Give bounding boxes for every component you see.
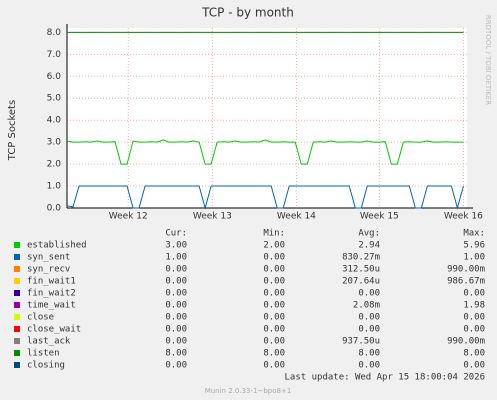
legend-stat: 0.00 — [165, 289, 187, 299]
legend-stat: 0.00 — [263, 289, 285, 299]
legend-stat: 0.00 — [463, 289, 485, 299]
legend-stat: 0.00 — [263, 277, 285, 287]
series-line — [66, 139, 464, 165]
legend-stat: 0.00 — [165, 301, 187, 311]
legend-swatch — [14, 362, 20, 368]
series-line — [66, 185, 464, 210]
legend-stat: 0.00 — [358, 313, 380, 323]
legend-stat: 0.00 — [263, 337, 285, 347]
legend-swatch — [14, 254, 20, 260]
legend-header: Max: — [463, 229, 485, 239]
last-update: Last update: Wed Apr 15 18:00:04 2026 — [285, 373, 485, 383]
legend-swatch — [14, 290, 20, 296]
x-tick-label: Week 16 — [444, 212, 483, 222]
legend-stat: 0.00 — [165, 313, 187, 323]
legend-stat: 1.00 — [463, 253, 485, 263]
legend-swatch — [14, 326, 20, 332]
y-tick-label: 8.0 — [47, 28, 62, 38]
legend-swatch — [14, 350, 20, 356]
legend-stat: 1.00 — [165, 253, 187, 263]
legend-stat: 0.00 — [165, 265, 187, 275]
legend-stat: 5.96 — [463, 241, 485, 251]
legend-swatch — [14, 314, 20, 320]
legend-swatch — [14, 338, 20, 344]
legend-stat: 2.08m — [353, 301, 380, 311]
legend-stat: 312.50u — [342, 265, 380, 275]
legend-swatch — [14, 242, 20, 248]
legend-stat: 0.00 — [263, 361, 285, 371]
legend-label: fin_wait1 — [27, 277, 76, 287]
legend-header: Cur: — [165, 229, 187, 239]
legend-stat: 0.00 — [165, 337, 187, 347]
legend-label: close — [27, 313, 54, 323]
legend-stat: 0.00 — [165, 277, 187, 287]
y-tick-label: 1.0 — [47, 182, 62, 192]
legend-stat: 0.00 — [165, 361, 187, 371]
legend-stat: 0.00 — [263, 301, 285, 311]
legend-stat: 0.00 — [263, 265, 285, 275]
legend-stat: 0.00 — [463, 361, 485, 371]
y-axis-label: TCP Sockets — [7, 100, 18, 161]
y-tick-label: 2.0 — [47, 160, 62, 170]
y-tick-label: 7.0 — [47, 50, 62, 60]
legend-label: closing — [27, 361, 65, 371]
y-tick-label: 5.0 — [47, 94, 62, 104]
legend-label: time_wait — [27, 301, 76, 311]
legend-stat: 0.00 — [263, 325, 285, 335]
y-tick-label: 6.0 — [47, 72, 62, 82]
legend-stat: 3.00 — [165, 241, 187, 251]
legend-stat: 986.67m — [447, 277, 485, 287]
legend-stat: 8.00 — [463, 349, 485, 359]
legend-stat: 0.00 — [358, 361, 380, 371]
y-tick-label: 4.0 — [47, 116, 62, 126]
legend-label: close_wait — [27, 325, 81, 335]
legend-stat: 2.94 — [358, 241, 380, 251]
y-tick-label: 0.0 — [47, 204, 62, 214]
legend-stat: 937.50u — [342, 337, 380, 347]
legend-swatch — [14, 302, 20, 308]
legend-label: established — [27, 241, 87, 251]
legend-stat: 2.00 — [263, 241, 285, 251]
legend-stat: 990.00m — [447, 337, 485, 347]
legend-stat: 0.00 — [263, 253, 285, 263]
chart-title: TCP - by month — [201, 6, 294, 20]
legend-stat: 0.00 — [165, 325, 187, 335]
legend-stat: 830.27m — [342, 253, 380, 263]
side-text: RRDTOOL / TOBI OETIKER — [484, 15, 492, 105]
y-tick-label: 3.0 — [47, 138, 62, 148]
x-tick-label: Week 15 — [360, 212, 399, 222]
legend-stat: 0.00 — [263, 313, 285, 323]
legend-label: syn_recv — [27, 265, 70, 275]
legend-stat: 8.00 — [358, 349, 380, 359]
x-tick-label: Week 12 — [109, 212, 148, 222]
legend-stat: 0.00 — [463, 325, 485, 335]
legend-label: last_ack — [27, 337, 71, 347]
legend-stat: 0.00 — [358, 325, 380, 335]
legend-stat: 990.00m — [447, 265, 485, 275]
legend-stat: 8.00 — [165, 349, 187, 359]
legend-stat: 8.00 — [263, 349, 285, 359]
x-tick-label: Week 14 — [277, 212, 316, 222]
legend-stat: 0.00 — [463, 313, 485, 323]
legend-label: fin_wait2 — [27, 289, 76, 299]
legend-stat: 0.00 — [358, 289, 380, 299]
legend-label: syn_sent — [27, 253, 70, 263]
legend-header: Min: — [263, 229, 285, 239]
legend-stat: 1.98 — [463, 301, 485, 311]
x-tick-label: Week 13 — [193, 212, 232, 222]
legend-swatch — [14, 278, 20, 284]
legend-header: Avg: — [358, 229, 380, 239]
legend-stat: 207.64u — [342, 277, 380, 287]
footer: Munin 2.0.33-1~bpo8+1 — [205, 387, 292, 395]
plot-area — [67, 28, 467, 208]
legend-label: listen — [27, 349, 60, 359]
legend-swatch — [14, 266, 20, 272]
